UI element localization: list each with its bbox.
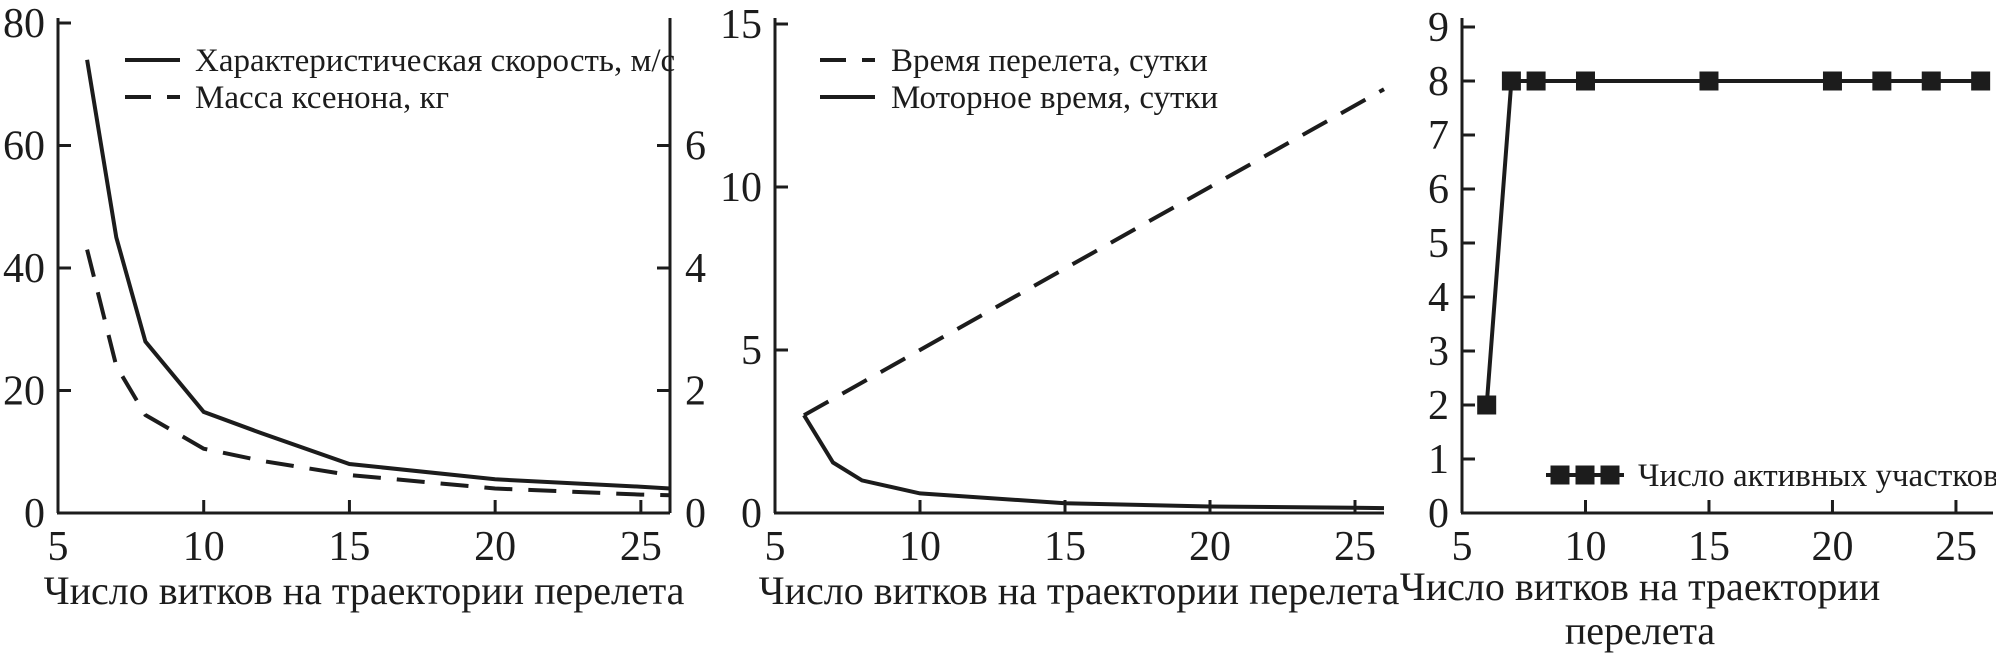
- chart-velocity-and-xenon-mass: 5 10 15 20 250204060800246Характеристическая…: [3, 1, 706, 613]
- x-tick-label: 15: [1044, 524, 1086, 570]
- y-right-tick-label: 4: [685, 246, 706, 292]
- x-axis-title: Число витков на траектории перелета: [44, 568, 685, 613]
- x-axis-title-line-2: перелета: [1565, 608, 1716, 653]
- y-right-tick-label: 2: [685, 369, 706, 415]
- y-tick-label: 80: [3, 1, 45, 47]
- x-tick-label: 10: [1564, 524, 1606, 570]
- series-line-dashed: [803, 87, 1385, 417]
- legend-sample-marker: [1600, 465, 1620, 485]
- x-tick-label: 10: [899, 524, 941, 570]
- x-tick-label: 20: [1811, 524, 1853, 570]
- legend-label: Моторное время, сутки: [891, 80, 1218, 116]
- x-tick-label: 10: [183, 524, 225, 570]
- data-point-marker: [1526, 71, 1546, 91]
- y-tick-label: 0: [24, 491, 45, 537]
- legend-sample-marker: [1550, 465, 1570, 485]
- data-point-marker: [1699, 71, 1719, 91]
- x-tick-label: 20: [474, 524, 516, 570]
- y-tick-label: 60: [3, 124, 45, 170]
- series-line-solid: [1484, 79, 1981, 406]
- x-tick-label: 15: [328, 524, 370, 570]
- x-axis-title: Число витков на траектории перелета: [759, 568, 1400, 613]
- chart-active-segments: 5 10 15 20 25 0 1 2 3 4 5 6 7 8 9 Число активных участк…: [1400, 5, 1996, 653]
- legend-label: Число активных участков: [1638, 458, 1996, 494]
- series-line-dashed: [85, 249, 671, 498]
- data-point-marker: [1822, 71, 1842, 91]
- x-tick-label: 5: [48, 524, 69, 570]
- data-point-marker: [1575, 71, 1595, 91]
- data-point-marker: [1872, 71, 1892, 91]
- x-tick-label: 25: [1935, 524, 1977, 570]
- x-tick-label: 25: [1334, 524, 1376, 570]
- y-right-tick-label: 6: [685, 124, 706, 170]
- y-tick-label: 2: [1428, 383, 1449, 429]
- y-tick-label: 20: [3, 369, 45, 415]
- legend-label: Масса ксенона, кг: [195, 80, 449, 116]
- x-tick-label: 5: [1452, 524, 1473, 570]
- y-tick-label: 8: [1428, 59, 1449, 105]
- legend-sample-marker: [1575, 465, 1595, 485]
- data-point-marker: [1477, 395, 1497, 415]
- y-tick-label: 1: [1428, 437, 1449, 483]
- y-right-tick-label: 0: [685, 491, 706, 537]
- y-tick-label: 0: [1428, 491, 1449, 537]
- y-tick-label: 10: [720, 165, 762, 211]
- data-point-marker: [1921, 71, 1941, 91]
- y-tick-label: 4: [1428, 275, 1449, 321]
- legend-label: Время перелета, сутки: [891, 43, 1208, 79]
- x-tick-label: 20: [1189, 524, 1231, 570]
- legend-label: Характеристическая скорость, м/с: [195, 43, 675, 79]
- x-tick-label: 5: [765, 524, 786, 570]
- y-tick-label: 7: [1428, 113, 1449, 159]
- series-line-solid: [802, 414, 1385, 511]
- y-tick-label: 3: [1428, 329, 1449, 375]
- y-tick-label: 5: [1428, 221, 1449, 267]
- y-tick-label: 6: [1428, 167, 1449, 213]
- y-tick-label: 15: [720, 2, 762, 48]
- x-tick-label: 25: [620, 524, 662, 570]
- x-axis-title-line-1: Число витков на траектории: [1400, 564, 1881, 609]
- data-point-marker: [1501, 71, 1521, 91]
- y-tick-label: 0: [741, 491, 762, 537]
- y-tick-label: 40: [3, 246, 45, 292]
- y-tick-label: 5: [741, 328, 762, 374]
- legend: Число активных участков: [1546, 458, 1996, 494]
- y-tick-label: 9: [1428, 5, 1449, 51]
- data-point-marker: [1971, 71, 1991, 91]
- x-tick-label: 15: [1688, 524, 1730, 570]
- series-line-solid: [85, 59, 671, 491]
